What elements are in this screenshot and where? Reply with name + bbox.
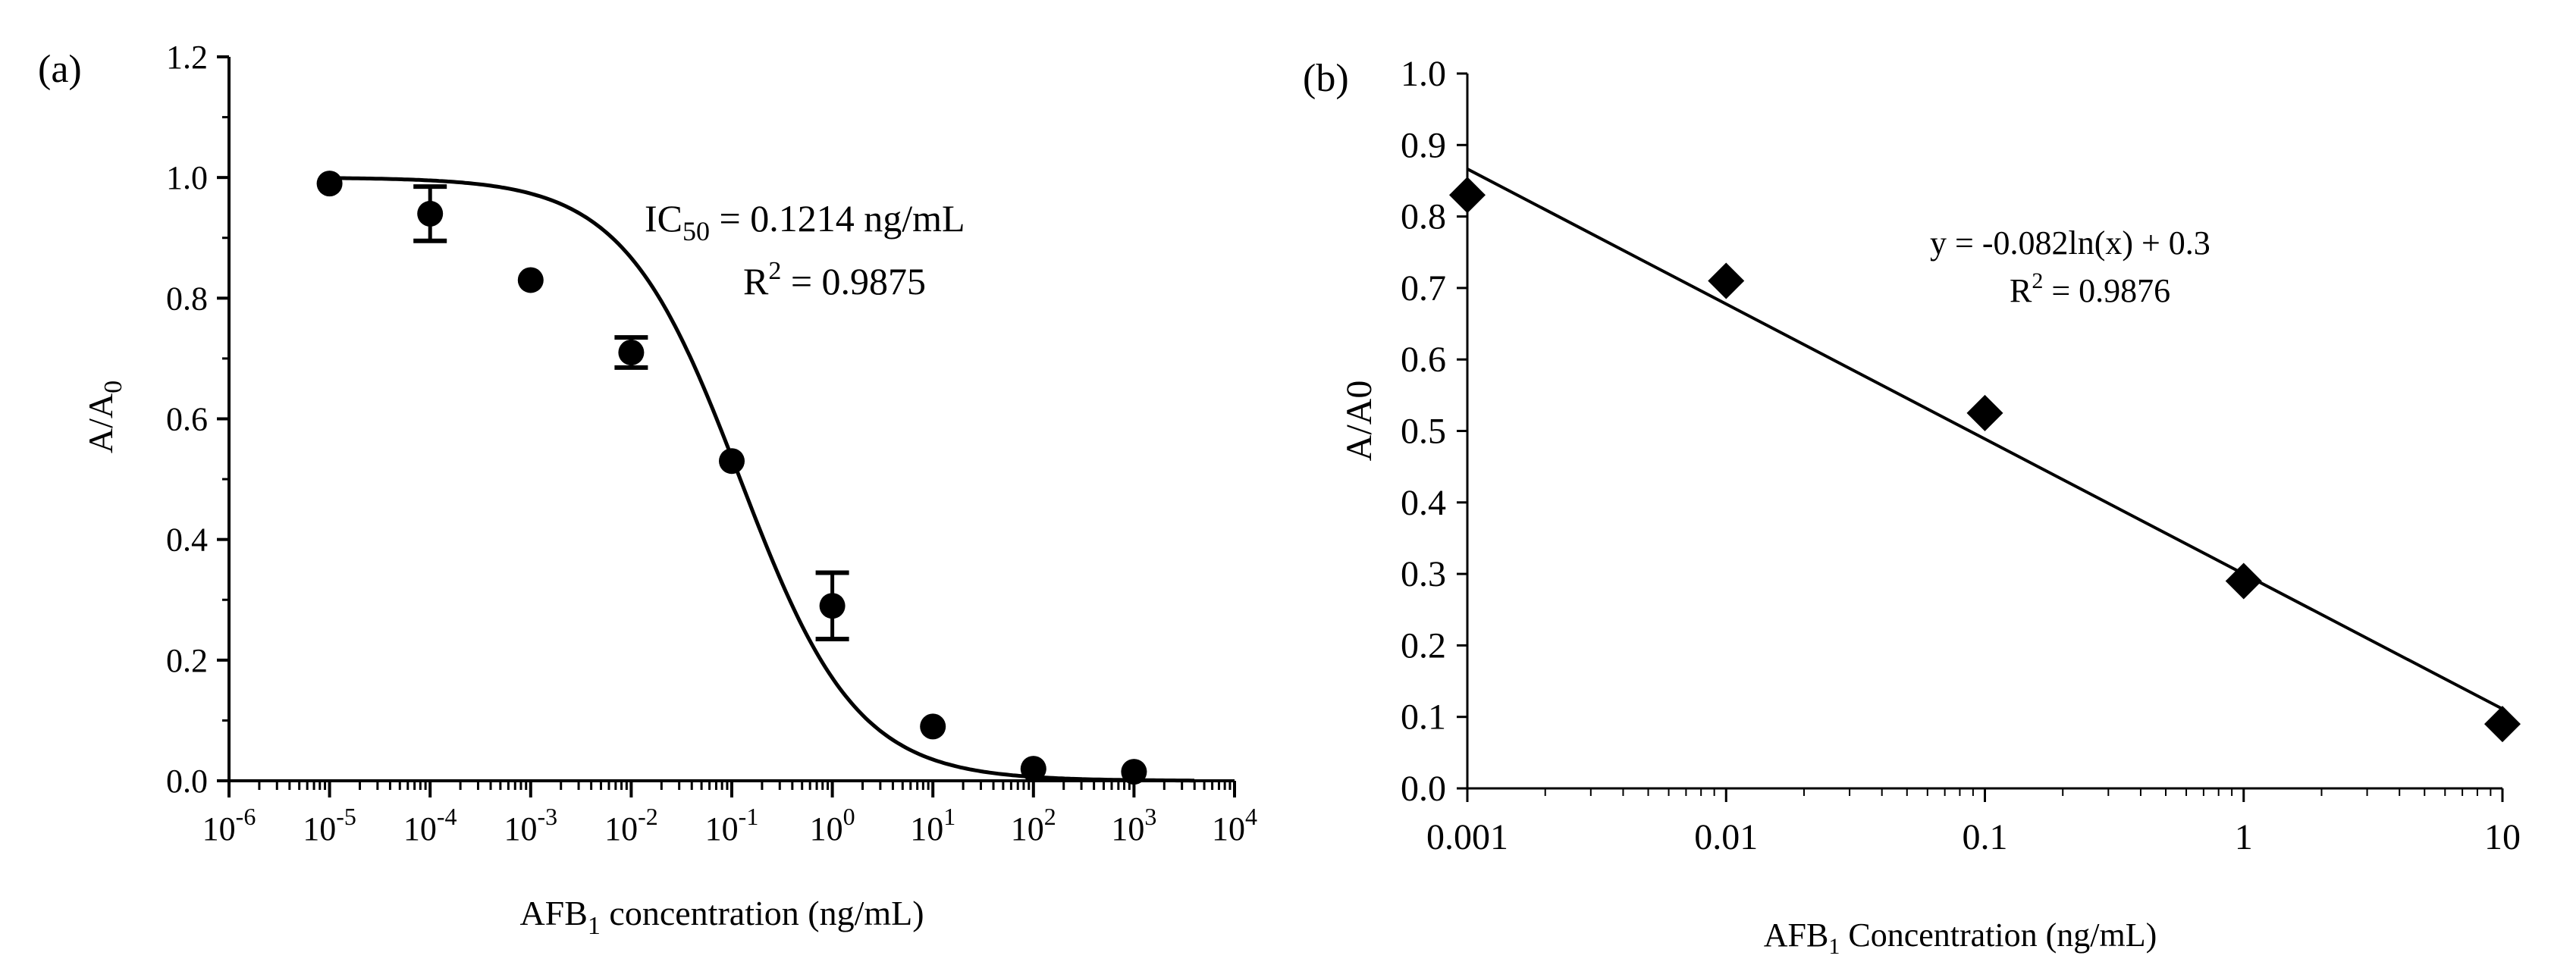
- x-tick-label: 10: [2484, 817, 2521, 857]
- y-tick-label: 0.9: [1401, 125, 1446, 165]
- panel-b-label: (b): [1303, 57, 1349, 100]
- data-point: [1121, 759, 1147, 785]
- x-tick-label: 0.1: [1963, 817, 2008, 857]
- data-point: [719, 448, 745, 475]
- panel-b-equation: y = -0.082ln(x) + 0.3: [1930, 224, 2210, 262]
- panel-a-y-axis-label: A/A0: [81, 381, 127, 453]
- x-tick-label: 10-1: [705, 803, 759, 848]
- x-tick-label: 10-6: [202, 803, 256, 848]
- x-tick-label: 100: [810, 803, 855, 848]
- y-tick-label: 0.6: [1401, 340, 1446, 380]
- panel-b-x-ticks: 0.001 0.01 0.1 1 10: [1426, 788, 2521, 857]
- data-point-diamond: [2484, 706, 2521, 743]
- r2a-sup: 2: [768, 257, 781, 285]
- xb-main: AFB: [1764, 916, 1829, 954]
- y-tick-label: 0.0: [1401, 769, 1446, 809]
- y-tick-label: 1.2: [166, 39, 208, 76]
- x-tick-label: 0.001: [1426, 817, 1508, 857]
- y-tick-label: 0.2: [1401, 625, 1446, 666]
- xa-main: AFB: [519, 894, 587, 932]
- ya-main: A/A: [81, 393, 120, 453]
- data-point: [417, 200, 444, 227]
- panel-a-x-ticks: 10-6 10-5 10-4 10-3 10-2 10-1 100 101 102 103 104: [202, 781, 1257, 848]
- panel-b: (b) 0.0 0.1 0.2 0.3 0.4 0.5 0.6 0.7 0.8 0.9 1.0 0.…: [1303, 54, 2521, 959]
- y-tick-label: 0.4: [1401, 483, 1446, 523]
- x-tick-label: 0.01: [1694, 817, 1758, 857]
- x-tick-label: 10-4: [403, 803, 457, 848]
- panel-a-x-axis-label: AFB1 concentration (ng/mL): [519, 894, 924, 940]
- y-tick-label: 0.5: [1401, 412, 1446, 452]
- ic50-main: IC: [645, 197, 682, 240]
- r2a-main: R: [743, 260, 769, 302]
- data-point-diamond: [1708, 262, 1745, 299]
- ic50-rest: = 0.1214 ng/mL: [710, 197, 965, 240]
- panel-a: (a) 0.00.20.40.60.81.01.2 10-6 10-5 10-4 10…: [38, 39, 1257, 940]
- r2b-main: R: [2010, 272, 2032, 309]
- x-tick-label: 103: [1111, 803, 1156, 848]
- r2a-rest: = 0.9875: [781, 260, 926, 302]
- panel-b-r2-annotation: R2 = 0.9876: [2010, 268, 2170, 309]
- xa-sub: 1: [588, 912, 601, 940]
- y-tick-label: 0.6: [166, 401, 208, 438]
- panel-b-y-ticks: 0.0 0.1 0.2 0.3 0.4 0.5 0.6 0.7 0.8 0.9 1.0: [1401, 54, 1467, 809]
- xa-rest: concentration (ng/mL): [601, 894, 924, 932]
- x-tick-label: 10-3: [504, 803, 557, 848]
- ya-sub: 0: [99, 381, 127, 393]
- x-tick-label: 10-5: [303, 803, 356, 848]
- x-tick-label: 1: [2235, 817, 2253, 857]
- y-tick-label: 0.7: [1401, 268, 1446, 309]
- panel-a-ic50-annotation: IC50 = 0.1214 ng/mL: [645, 197, 965, 246]
- y-tick-label: 0.8: [1401, 197, 1446, 237]
- r2b-sup: 2: [2032, 268, 2043, 293]
- panel-a-label: (a): [38, 48, 82, 91]
- panel-a-axes: [227, 57, 1235, 782]
- xb-sub: 1: [1828, 934, 1840, 959]
- xb-rest: Concentration (ng/mL): [1840, 916, 2157, 954]
- y-tick-label: 0.8: [166, 280, 208, 317]
- y-tick-label: 0.4: [166, 522, 208, 559]
- y-tick-label: 0.0: [166, 763, 208, 800]
- r2b-rest: = 0.9876: [2043, 272, 2170, 309]
- ic50-sub: 50: [682, 216, 710, 246]
- panel-b-x-axis-label: AFB1 Concentration (ng/mL): [1764, 916, 2157, 959]
- data-point: [517, 267, 544, 293]
- y-tick-label: 0.1: [1401, 697, 1446, 738]
- data-point-diamond: [1966, 394, 2003, 431]
- y-tick-label: 1.0: [166, 159, 208, 196]
- data-point-diamond: [1449, 177, 1486, 214]
- panel-a-points: [316, 171, 1147, 785]
- y-tick-label: 1.0: [1401, 54, 1446, 94]
- y-tick-label: 0.2: [166, 642, 208, 679]
- data-point: [819, 593, 846, 619]
- x-tick-label: 101: [910, 803, 955, 848]
- data-point-diamond: [2225, 562, 2262, 600]
- y-tick-label: 0.3: [1401, 554, 1446, 594]
- x-tick-label: 102: [1011, 803, 1056, 848]
- data-point: [1020, 756, 1046, 782]
- panel-b-points: [1449, 177, 2521, 743]
- panel-a-r2-annotation: R2 = 0.9875: [743, 257, 926, 302]
- data-point: [618, 339, 645, 365]
- x-tick-label: 104: [1212, 803, 1257, 848]
- panel-a-y-ticks: 0.0 0.2 0.4 0.6 0.8 1.0 1.2: [166, 39, 229, 800]
- data-point: [316, 171, 343, 197]
- x-tick-label: 10-2: [604, 803, 658, 848]
- data-point: [920, 713, 946, 740]
- panel-b-trendline: [1467, 168, 2503, 710]
- panel-b-y-axis-label: A/A0: [1339, 381, 1379, 462]
- panel-a-fit-curve: [329, 176, 1194, 783]
